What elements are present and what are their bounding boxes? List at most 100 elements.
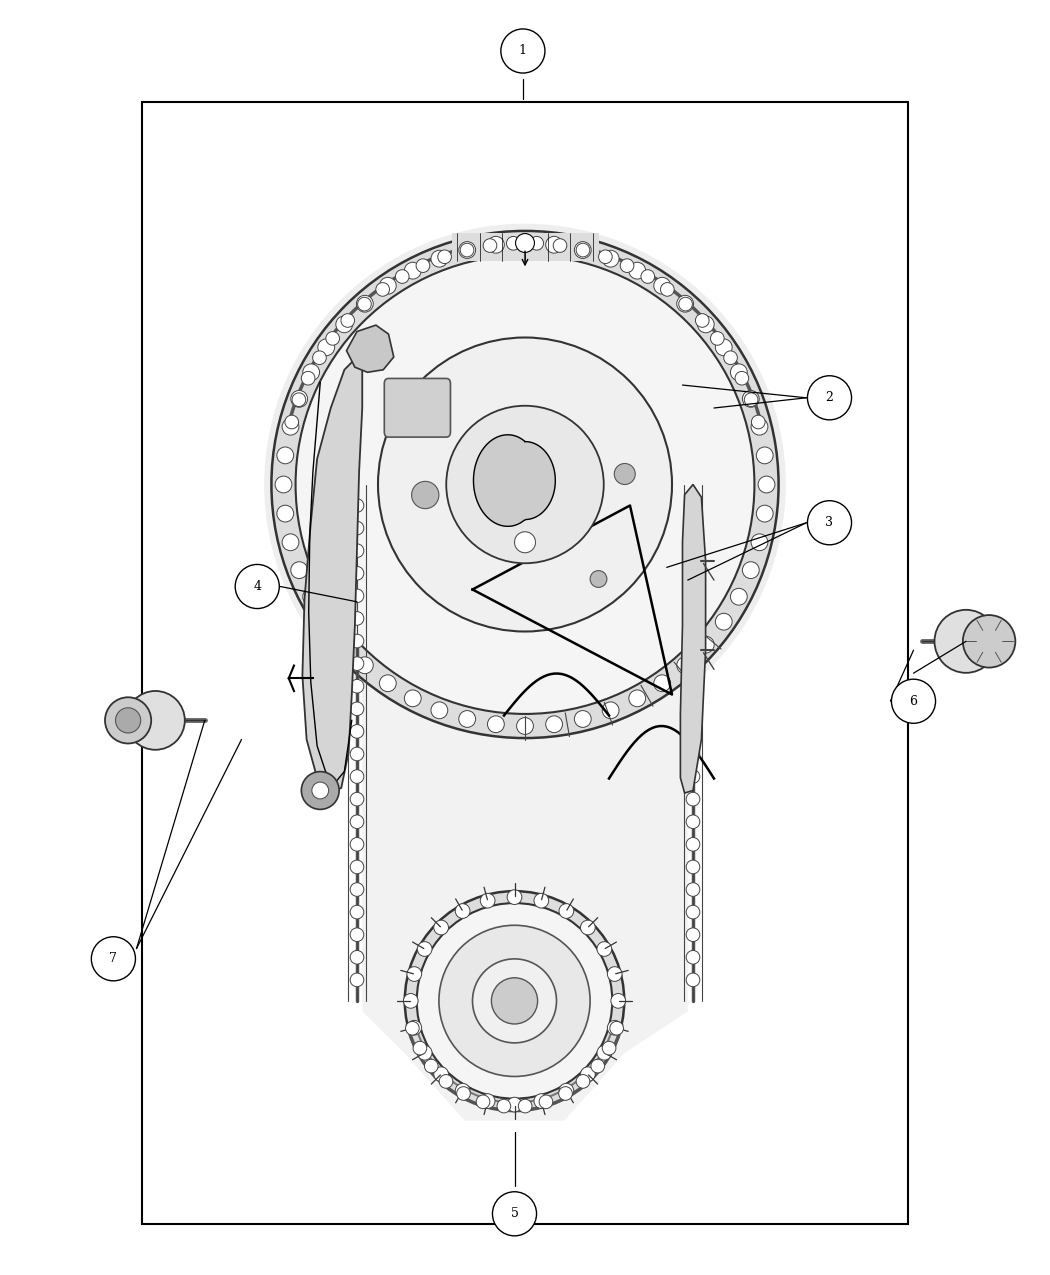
Ellipse shape (687, 724, 700, 738)
Ellipse shape (116, 708, 141, 733)
Ellipse shape (417, 942, 432, 956)
Ellipse shape (487, 236, 504, 254)
Ellipse shape (517, 718, 533, 734)
Ellipse shape (265, 223, 785, 746)
Ellipse shape (350, 861, 363, 873)
Ellipse shape (677, 657, 694, 673)
Ellipse shape (629, 263, 646, 279)
Ellipse shape (621, 259, 634, 273)
Ellipse shape (350, 724, 363, 738)
Ellipse shape (105, 697, 151, 743)
FancyBboxPatch shape (384, 379, 450, 437)
Polygon shape (680, 484, 706, 793)
Ellipse shape (350, 747, 363, 761)
Ellipse shape (417, 1046, 432, 1060)
Ellipse shape (711, 332, 724, 346)
Ellipse shape (439, 926, 590, 1076)
Ellipse shape (282, 534, 299, 551)
Ellipse shape (497, 1099, 510, 1113)
Ellipse shape (350, 770, 363, 783)
Ellipse shape (687, 905, 700, 919)
Ellipse shape (534, 1094, 549, 1108)
Ellipse shape (275, 476, 292, 493)
Ellipse shape (891, 680, 936, 723)
Ellipse shape (403, 993, 418, 1009)
Ellipse shape (934, 609, 997, 673)
Polygon shape (474, 435, 555, 527)
Ellipse shape (742, 562, 759, 579)
Ellipse shape (695, 314, 709, 328)
Ellipse shape (591, 1060, 605, 1072)
Ellipse shape (407, 966, 422, 982)
Ellipse shape (687, 770, 700, 783)
Ellipse shape (687, 634, 700, 648)
Ellipse shape (687, 838, 700, 852)
Ellipse shape (472, 959, 556, 1043)
Ellipse shape (477, 1095, 490, 1109)
Polygon shape (346, 325, 394, 372)
Ellipse shape (326, 332, 339, 346)
Ellipse shape (751, 418, 768, 435)
Ellipse shape (405, 1021, 419, 1035)
Ellipse shape (302, 363, 319, 381)
Ellipse shape (277, 505, 294, 521)
Ellipse shape (456, 904, 470, 918)
Ellipse shape (758, 476, 775, 493)
Ellipse shape (483, 238, 497, 252)
Ellipse shape (407, 1020, 422, 1035)
Ellipse shape (654, 278, 671, 295)
Ellipse shape (581, 1067, 595, 1081)
Ellipse shape (480, 1094, 495, 1108)
Ellipse shape (350, 792, 363, 806)
Ellipse shape (687, 882, 700, 896)
Ellipse shape (302, 588, 319, 606)
Ellipse shape (660, 283, 674, 296)
Ellipse shape (517, 235, 533, 251)
Ellipse shape (723, 351, 737, 365)
Ellipse shape (559, 1084, 573, 1098)
Ellipse shape (350, 703, 363, 715)
Ellipse shape (603, 1042, 616, 1054)
Ellipse shape (356, 296, 373, 312)
Ellipse shape (597, 1046, 612, 1060)
Ellipse shape (336, 316, 353, 333)
Ellipse shape (404, 891, 624, 1111)
Ellipse shape (459, 242, 476, 259)
Ellipse shape (807, 501, 852, 544)
Ellipse shape (341, 314, 355, 328)
Ellipse shape (687, 612, 700, 625)
Ellipse shape (678, 297, 692, 311)
Ellipse shape (459, 710, 476, 727)
Ellipse shape (313, 351, 327, 365)
Ellipse shape (687, 657, 700, 671)
Ellipse shape (301, 371, 315, 385)
Ellipse shape (434, 1067, 448, 1081)
Ellipse shape (439, 1075, 453, 1089)
Ellipse shape (350, 838, 363, 852)
Ellipse shape (603, 703, 620, 719)
Ellipse shape (301, 771, 339, 810)
Ellipse shape (598, 250, 612, 264)
Ellipse shape (752, 416, 765, 428)
Ellipse shape (697, 316, 714, 333)
Ellipse shape (350, 815, 363, 829)
Ellipse shape (677, 296, 694, 312)
Ellipse shape (576, 244, 590, 256)
Ellipse shape (687, 950, 700, 964)
Ellipse shape (687, 680, 700, 694)
Ellipse shape (530, 236, 544, 250)
Text: 2: 2 (825, 391, 834, 404)
Ellipse shape (379, 674, 396, 691)
Ellipse shape (379, 278, 396, 295)
Ellipse shape (611, 993, 626, 1009)
Text: 7: 7 (109, 952, 118, 965)
Ellipse shape (403, 889, 626, 1113)
Ellipse shape (581, 921, 595, 935)
Ellipse shape (687, 566, 700, 580)
Ellipse shape (687, 815, 700, 829)
Ellipse shape (416, 259, 429, 273)
Ellipse shape (715, 613, 732, 630)
Ellipse shape (756, 448, 773, 464)
Ellipse shape (292, 393, 306, 407)
Ellipse shape (413, 1042, 426, 1054)
